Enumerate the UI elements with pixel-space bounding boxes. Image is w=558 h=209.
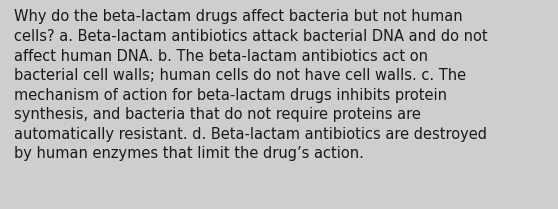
Text: Why do the beta-lactam drugs affect bacteria but not human
cells? a. Beta-lactam: Why do the beta-lactam drugs affect bact… — [14, 9, 488, 161]
